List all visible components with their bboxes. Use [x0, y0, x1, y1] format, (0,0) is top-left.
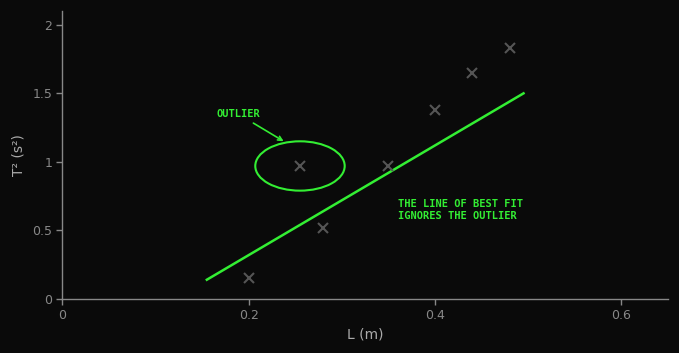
X-axis label: L (m): L (m) — [347, 328, 384, 342]
Y-axis label: T² (s²): T² (s²) — [11, 134, 25, 176]
Text: THE LINE OF BEST FIT
IGNORES THE OUTLIER: THE LINE OF BEST FIT IGNORES THE OUTLIER — [398, 199, 523, 221]
Text: OUTLIER: OUTLIER — [216, 109, 282, 140]
